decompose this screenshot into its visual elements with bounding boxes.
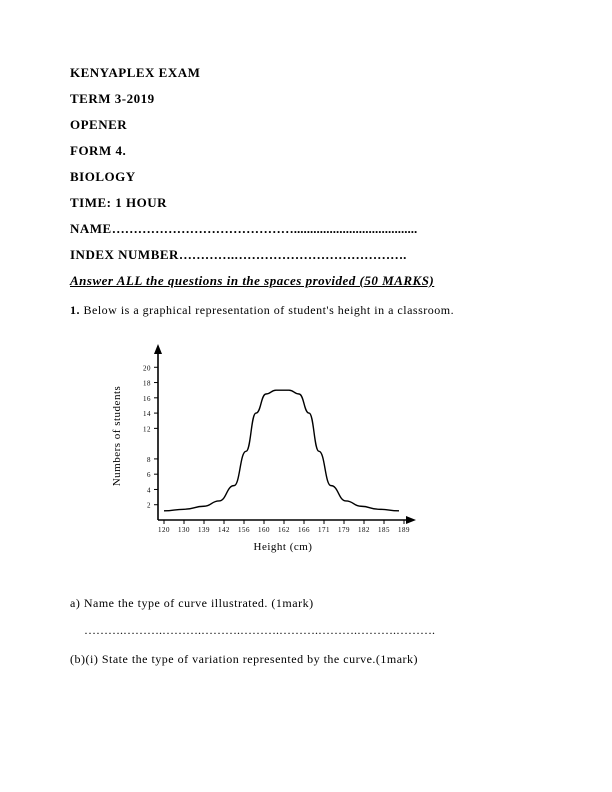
name-label: NAME (70, 221, 112, 236)
time: TIME: 1 HOUR (70, 190, 542, 216)
form: FORM 4. (70, 138, 542, 164)
svg-text:166: 166 (298, 526, 310, 534)
svg-text:182: 182 (358, 526, 370, 534)
exam-title: KENYAPLEX EXAM (70, 60, 542, 86)
svg-text:Numbers of students: Numbers of students (111, 385, 123, 486)
index-label: INDEX NUMBER (70, 247, 179, 262)
term: TERM 3-2019 (70, 86, 542, 112)
svg-text:12: 12 (143, 425, 151, 433)
index-dots: ………….…………………………………. (179, 247, 407, 262)
svg-text:142: 142 (218, 526, 230, 534)
svg-text:120: 120 (158, 526, 170, 534)
index-field-line: INDEX NUMBER………….…………………………………. (70, 242, 542, 268)
instructions: Answer ALL the questions in the spaces p… (70, 268, 542, 294)
svg-text:156: 156 (238, 526, 250, 534)
svg-text:185: 185 (378, 526, 390, 534)
svg-text:2: 2 (147, 501, 151, 509)
svg-text:130: 130 (178, 526, 190, 534)
svg-text:Height (cm): Height (cm) (254, 541, 313, 553)
question-text: Below is a graphical representation of s… (80, 303, 454, 317)
svg-text:18: 18 (143, 379, 151, 387)
answer-line-1a: ……….……….……….……….……….……….……….……….………. (84, 623, 542, 638)
svg-text:160: 160 (258, 526, 270, 534)
svg-text:14: 14 (143, 410, 151, 418)
subject: BIOLOGY (70, 164, 542, 190)
svg-text:6: 6 (147, 471, 151, 479)
question-number: 1. (70, 303, 80, 317)
svg-text:171: 171 (318, 526, 330, 534)
svg-text:8: 8 (147, 456, 151, 464)
svg-text:4: 4 (147, 486, 151, 494)
question-1: 1. Below is a graphical representation o… (70, 300, 542, 322)
svg-text:16: 16 (143, 394, 151, 402)
opener: OPENER (70, 112, 542, 138)
svg-text:179: 179 (338, 526, 350, 534)
question-1b-i: (b)(i) State the type of variation repre… (70, 650, 542, 669)
svg-text:189: 189 (398, 526, 410, 534)
svg-text:162: 162 (278, 526, 290, 534)
name-field-line: NAME……………………………………......................… (70, 216, 542, 242)
name-dots: ……………………………………..........................… (112, 221, 418, 236)
bell-curve-chart: 2 4 6 8 12 14 16 18 20 120 130 139 142 156 160 162 166 17… (90, 340, 542, 564)
svg-text:139: 139 (198, 526, 210, 534)
svg-text:20: 20 (143, 364, 151, 372)
question-1a: a) Name the type of curve illustrated. (… (70, 594, 542, 613)
